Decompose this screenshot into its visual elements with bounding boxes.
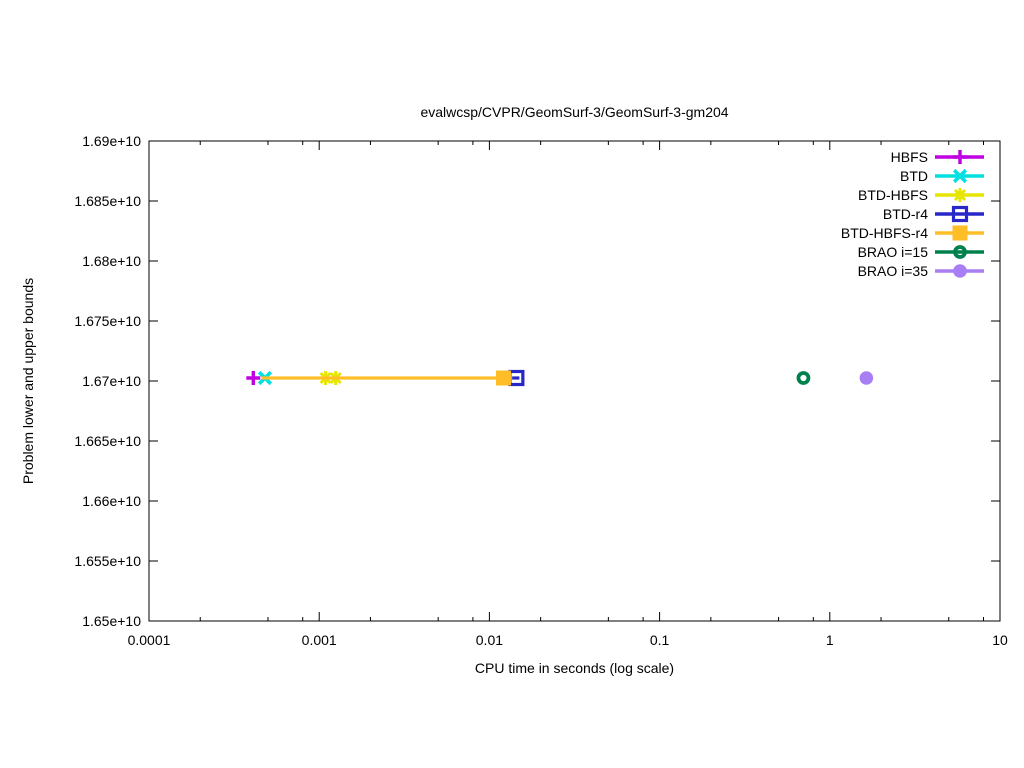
x-tick-label: 10 [992,632,1008,648]
y-tick-label: 1.69e+10 [82,133,141,149]
x-axis-label: CPU time in seconds (log scale) [474,660,675,676]
legend-label: BTD-HBFS [858,187,928,203]
open-square-marker-icon [951,205,969,223]
y-tick-label: 1.685e+10 [74,193,141,209]
legend-label: BTD-HBFS-r4 [841,225,928,241]
filled-circle-marker-icon [859,371,874,385]
x-tick-label: 0.0001 [128,632,171,648]
open-circle-marker-icon [796,371,811,385]
x-tick-label: 0.001 [302,632,337,648]
legend-label: BRAO i=15 [858,244,929,260]
y-tick-label: 1.65e+10 [82,613,141,629]
star-marker-icon [953,188,967,202]
y-tick-label: 1.68e+10 [82,253,141,269]
x-tick-label: 0.1 [650,632,670,648]
filled-square-marker-icon [495,370,511,386]
legend-label: BTD [900,168,928,184]
open-circle-marker-icon [953,245,967,259]
y-tick-label: 1.675e+10 [74,313,141,329]
legend-label: BRAO i=35 [858,263,929,279]
filled-circle-marker-icon [953,264,967,278]
plus-marker-icon [246,371,261,385]
y-tick-label: 1.66e+10 [82,493,141,509]
x-marker-icon [952,168,968,184]
x-tick-label: 0.01 [476,632,503,648]
chart-title: evalwcsp/CVPR/GeomSurf-3/GeomSurf-3-gm20… [420,104,729,120]
y-tick-label: 1.67e+10 [82,373,141,389]
filled-square-marker-icon [952,225,968,241]
plus-marker-icon [953,150,967,164]
y-tick-label: 1.665e+10 [74,433,141,449]
x-tick-label: 1 [826,632,834,648]
legend-label: BTD-r4 [883,206,928,222]
y-tick-label: 1.655e+10 [74,553,141,569]
legend-label: HBFS [891,149,928,165]
